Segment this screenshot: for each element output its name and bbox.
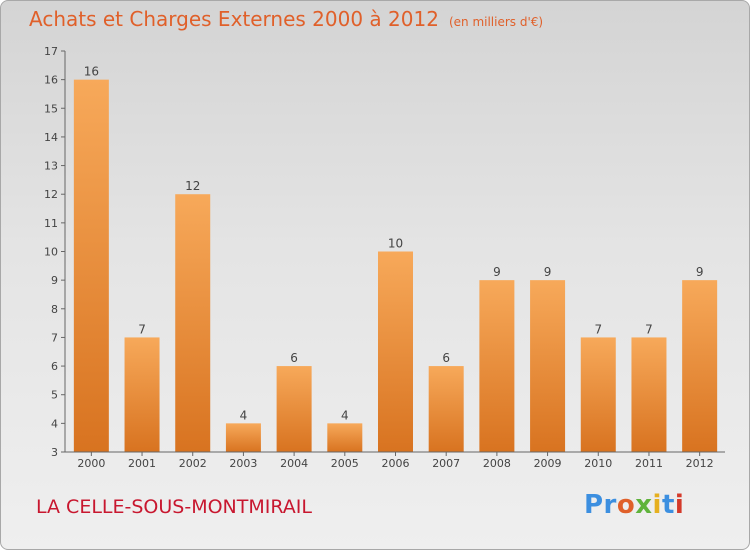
bar	[428, 366, 464, 452]
y-tick-label: 5	[51, 389, 58, 402]
chart-title: Achats et Charges Externes 2000 à 2012	[29, 7, 439, 31]
y-tick-label: 16	[44, 74, 58, 87]
x-tick-label: 2000	[77, 457, 105, 470]
bar-value-label: 10	[388, 237, 403, 251]
x-tick-label: 2003	[229, 457, 257, 470]
bar-value-label: 6	[442, 351, 450, 365]
bar	[378, 251, 413, 452]
y-tick-label: 11	[44, 217, 58, 230]
x-tick-label: 2006	[382, 457, 410, 470]
chart-title-block: Achats et Charges Externes 2000 à 2012 (e…	[29, 7, 543, 31]
bar-value-label: 12	[185, 179, 200, 193]
bar-value-label: 9	[696, 265, 704, 279]
unit-note: (en milliers d'€)	[448, 15, 544, 29]
y-tick-label: 4	[51, 417, 58, 430]
bar-value-label: 9	[544, 265, 552, 279]
logo-part: o	[616, 490, 636, 520]
proxiti-logo: Proxiti	[584, 490, 684, 520]
bar-value-label: 4	[240, 408, 248, 422]
y-tick-label: 14	[44, 131, 58, 144]
x-tick-label: 2007	[432, 457, 460, 470]
bar-value-label: 4	[341, 408, 349, 422]
x-tick-label: 2002	[179, 457, 207, 470]
y-tick-label: 17	[44, 45, 58, 58]
bar-value-label: 7	[594, 322, 602, 336]
bar	[73, 79, 109, 453]
bar-value-label: 7	[138, 322, 146, 336]
x-tick-label: 2011	[635, 457, 663, 470]
bar	[175, 194, 211, 452]
bar	[580, 337, 616, 452]
x-tick-label: 2012	[686, 457, 714, 470]
commune-name: LA CELLE-SOUS-MONTMIRAIL	[36, 496, 312, 518]
y-tick-label: 3	[51, 446, 58, 459]
logo-part: x	[635, 490, 653, 520]
bar-value-label: 7	[645, 322, 653, 336]
bar	[276, 366, 312, 452]
y-tick-label: 8	[51, 303, 58, 316]
logo-part: t	[661, 490, 675, 520]
bar	[479, 280, 515, 452]
x-tick-label: 2010	[584, 457, 612, 470]
y-tick-label: 7	[51, 331, 58, 344]
y-tick-label: 6	[51, 360, 58, 373]
bar-value-label: 6	[290, 351, 298, 365]
y-tick-label: 12	[44, 188, 58, 201]
y-tick-label: 10	[44, 246, 58, 259]
x-tick-label: 2008	[483, 457, 511, 470]
x-tick-label: 2004	[280, 457, 308, 470]
bar	[327, 423, 363, 452]
logo-part: i	[652, 490, 662, 520]
x-tick-label: 2009	[534, 457, 562, 470]
bar	[225, 423, 261, 452]
x-tick-label: 2001	[128, 457, 156, 470]
logo-part: i	[674, 490, 685, 520]
y-tick-label: 13	[44, 160, 58, 173]
logo-part: Pr	[584, 490, 617, 520]
bar	[530, 280, 566, 452]
bar	[631, 337, 667, 452]
y-tick-label: 9	[51, 274, 58, 287]
x-tick-label: 2005	[331, 457, 359, 470]
y-tick-label: 15	[44, 102, 58, 115]
bar-value-label: 16	[84, 65, 99, 79]
bar	[124, 337, 160, 452]
bar-value-label: 9	[493, 265, 501, 279]
bar	[682, 280, 718, 452]
